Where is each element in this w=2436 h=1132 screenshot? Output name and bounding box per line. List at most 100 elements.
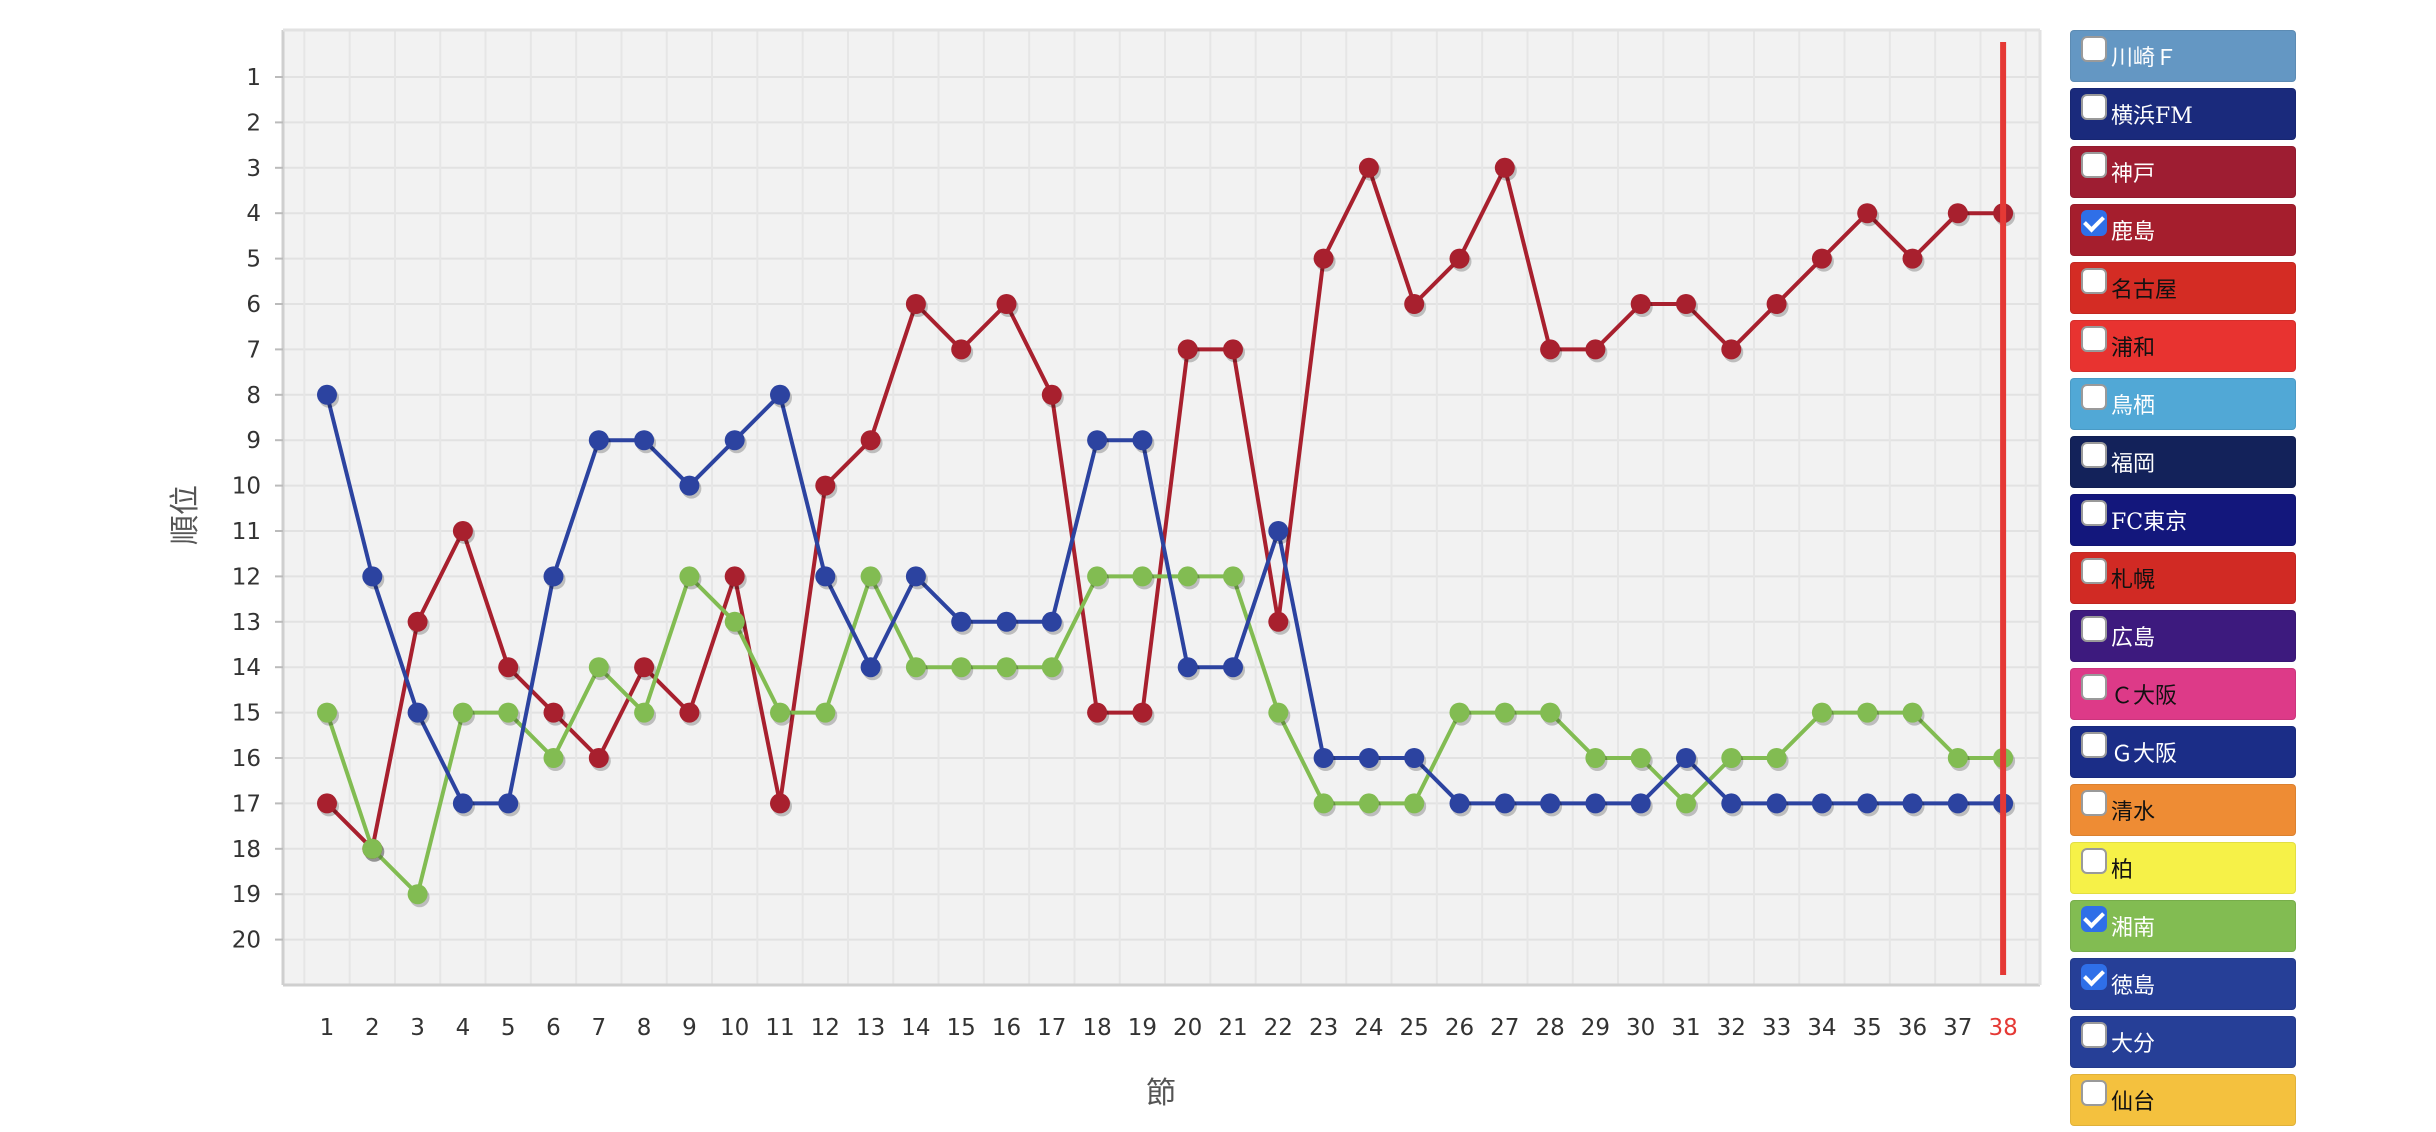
legend-checkbox[interactable]	[2081, 152, 2107, 178]
data-point[interactable]	[1857, 793, 1878, 814]
data-point[interactable]	[1811, 793, 1832, 814]
data-point[interactable]	[1404, 793, 1425, 814]
data-point[interactable]	[1857, 203, 1878, 224]
legend-checkbox[interactable]	[2081, 906, 2107, 932]
legend-item[interactable]: 清水	[2070, 784, 2296, 836]
data-point[interactable]	[1721, 339, 1742, 360]
data-point[interactable]	[1449, 248, 1470, 269]
data-point[interactable]	[1313, 748, 1334, 768]
data-point[interactable]	[1585, 793, 1606, 814]
data-point[interactable]	[996, 611, 1017, 632]
data-point[interactable]	[770, 793, 790, 814]
legend-checkbox[interactable]	[2081, 848, 2107, 874]
data-point[interactable]	[1857, 702, 1878, 723]
legend-item[interactable]: 仙台	[2070, 1074, 2296, 1126]
data-point[interactable]	[951, 339, 972, 360]
data-point[interactable]	[498, 702, 519, 723]
data-point[interactable]	[543, 748, 564, 768]
data-point[interactable]	[1041, 611, 1062, 632]
data-point[interactable]	[588, 430, 609, 451]
data-point[interactable]	[1223, 657, 1243, 678]
data-point[interactable]	[1041, 384, 1062, 405]
data-point[interactable]	[1676, 793, 1696, 814]
legend-checkbox[interactable]	[2081, 674, 2107, 700]
data-point[interactable]	[1902, 248, 1923, 269]
data-point[interactable]	[634, 657, 655, 678]
legend-item[interactable]: 名古屋	[2070, 262, 2296, 314]
data-point[interactable]	[407, 702, 428, 723]
legend-item[interactable]: 札幌	[2070, 552, 2296, 604]
data-point[interactable]	[1494, 157, 1515, 178]
legend-checkbox[interactable]	[2081, 326, 2107, 352]
data-point[interactable]	[543, 702, 564, 723]
data-point[interactable]	[1494, 702, 1515, 723]
data-point[interactable]	[1902, 702, 1923, 723]
data-point[interactable]	[1585, 339, 1606, 360]
data-point[interactable]	[815, 566, 836, 587]
legend-item[interactable]: 広島	[2070, 610, 2296, 662]
data-point[interactable]	[1358, 748, 1379, 768]
data-point[interactable]	[1268, 611, 1289, 632]
legend-checkbox[interactable]	[2081, 500, 2107, 526]
legend-checkbox[interactable]	[2081, 94, 2107, 120]
data-point[interactable]	[634, 430, 655, 451]
data-point[interactable]	[1585, 748, 1606, 768]
data-point[interactable]	[770, 384, 790, 405]
data-point[interactable]	[634, 702, 655, 723]
data-point[interactable]	[1947, 748, 1968, 768]
data-point[interactable]	[543, 566, 564, 587]
data-point[interactable]	[1630, 748, 1651, 768]
data-point[interactable]	[1087, 702, 1108, 723]
legend-item[interactable]: 横浜FM	[2070, 88, 2296, 140]
data-point[interactable]	[905, 566, 926, 587]
data-point[interactable]	[1358, 157, 1379, 178]
legend-item[interactable]: 神戸	[2070, 146, 2296, 198]
data-point[interactable]	[860, 657, 881, 678]
data-point[interactable]	[498, 657, 519, 678]
legend-item[interactable]: 大分	[2070, 1016, 2296, 1068]
data-point[interactable]	[951, 657, 972, 678]
data-point[interactable]	[724, 430, 745, 451]
legend-checkbox[interactable]	[2081, 790, 2107, 816]
data-point[interactable]	[724, 611, 745, 632]
data-point[interactable]	[1721, 748, 1742, 768]
data-point[interactable]	[1494, 793, 1515, 814]
data-point[interactable]	[498, 793, 519, 814]
legend-item[interactable]: 浦和	[2070, 320, 2296, 372]
data-point[interactable]	[317, 702, 337, 723]
data-point[interactable]	[1404, 748, 1425, 768]
legend-checkbox[interactable]	[2081, 1080, 2107, 1106]
data-point[interactable]	[1947, 793, 1968, 814]
data-point[interactable]	[1268, 702, 1289, 723]
data-point[interactable]	[1676, 748, 1696, 768]
data-point[interactable]	[1132, 566, 1153, 587]
data-point[interactable]	[905, 657, 926, 678]
data-point[interactable]	[1766, 294, 1787, 314]
data-point[interactable]	[362, 838, 383, 859]
data-point[interactable]	[1132, 702, 1153, 723]
legend-item[interactable]: 川崎Ｆ	[2070, 30, 2296, 82]
data-point[interactable]	[588, 657, 609, 678]
data-point[interactable]	[362, 566, 383, 587]
data-point[interactable]	[1540, 793, 1561, 814]
data-point[interactable]	[724, 566, 745, 587]
data-point[interactable]	[1947, 203, 1968, 224]
data-point[interactable]	[1087, 566, 1108, 587]
legend-item[interactable]: 柏	[2070, 842, 2296, 894]
data-point[interactable]	[679, 475, 700, 496]
data-point[interactable]	[1630, 294, 1651, 314]
data-point[interactable]	[1177, 657, 1198, 678]
legend-checkbox[interactable]	[2081, 1022, 2107, 1048]
legend-checkbox[interactable]	[2081, 442, 2107, 468]
legend-checkbox[interactable]	[2081, 964, 2107, 990]
data-point[interactable]	[1041, 657, 1062, 678]
data-point[interactable]	[407, 884, 428, 905]
data-point[interactable]	[1358, 793, 1379, 814]
data-point[interactable]	[1268, 521, 1289, 541]
legend-checkbox[interactable]	[2081, 210, 2107, 236]
legend-item[interactable]: Ｇ大阪	[2070, 726, 2296, 778]
data-point[interactable]	[1811, 702, 1832, 723]
legend-checkbox[interactable]	[2081, 732, 2107, 758]
data-point[interactable]	[1902, 793, 1923, 814]
legend-item[interactable]: Ｃ大阪	[2070, 668, 2296, 720]
